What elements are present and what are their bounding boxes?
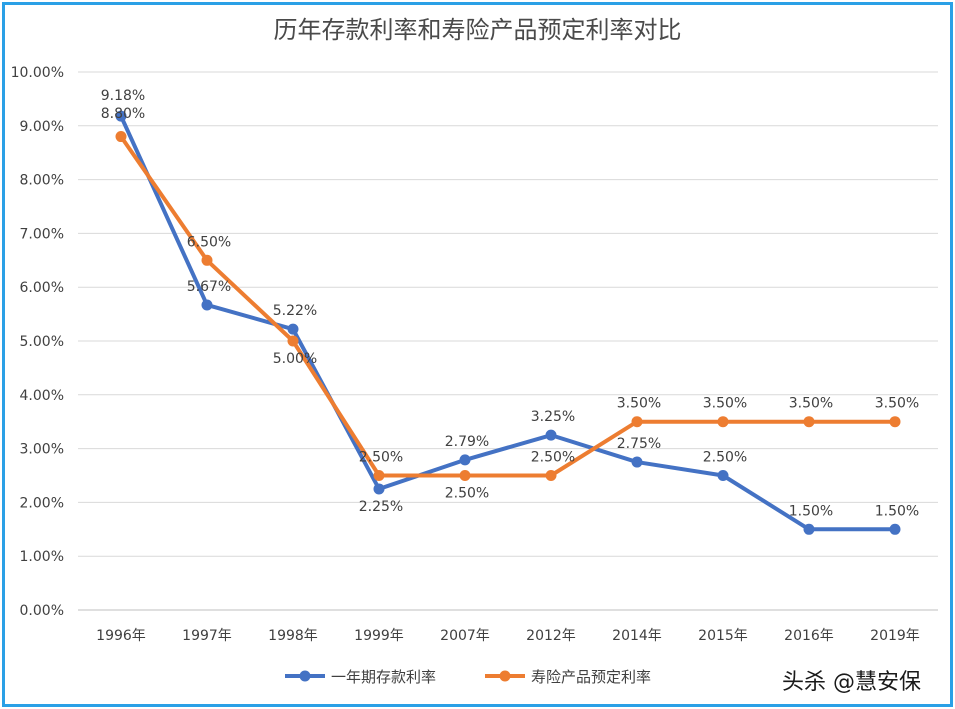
data-point	[373, 470, 385, 481]
x-tick-label: 1997年	[182, 628, 232, 644]
y-axis-ticks: 0.00% 1.00% 2.00% 3.00% 4.00% 5.00% 6.00% 7.00%…	[11, 65, 64, 619]
legend-label: 寿险产品预定利率	[531, 668, 651, 686]
series-line	[119, 114, 897, 532]
data-point	[803, 416, 815, 428]
data-point	[717, 416, 729, 428]
data-point	[373, 483, 385, 495]
x-tick-label: 2016年	[784, 628, 834, 644]
watermark: 头杀 @慧安保	[782, 670, 921, 695]
data-label: 2.25%	[359, 499, 403, 515]
data-point	[631, 456, 643, 468]
data-point	[545, 470, 557, 481]
series-points	[115, 110, 901, 535]
data-point	[459, 454, 471, 466]
series-lines	[119, 114, 897, 532]
data-label: 2.50%	[703, 450, 747, 466]
y-tick-label: 1.00%	[20, 549, 64, 565]
x-tick-label: 1998年	[268, 628, 318, 644]
data-label: 2.50%	[531, 450, 575, 466]
data-point	[717, 470, 729, 481]
y-tick-label: 7.00%	[20, 226, 64, 242]
data-label: 2.50%	[445, 486, 489, 502]
data-label: 1.50%	[789, 503, 833, 519]
data-label: 2.50%	[359, 450, 403, 466]
y-tick-label: 3.00%	[20, 442, 64, 458]
y-tick-label: 9.00%	[20, 119, 64, 135]
x-tick-label: 2012年	[526, 628, 576, 644]
data-label: 1.50%	[875, 503, 919, 519]
data-label: 3.50%	[617, 396, 661, 412]
legend-label: 一年期存款利率	[331, 668, 436, 686]
data-label: 3.50%	[875, 396, 919, 412]
data-point	[287, 323, 299, 335]
data-point	[889, 523, 901, 535]
data-point	[115, 110, 127, 122]
legend-swatch-marker	[499, 670, 511, 682]
y-tick-label: 8.00%	[20, 173, 64, 189]
y-tick-label: 6.00%	[20, 280, 64, 296]
data-label: 5.22%	[273, 303, 317, 319]
data-label: 5.00%	[273, 351, 317, 367]
x-axis-ticks: 1996年 1997年 1998年 1999年 2007年 2012年 2014年 2015年…	[96, 628, 920, 644]
x-tick-label: 2007年	[440, 628, 490, 644]
data-label: 2.79%	[445, 434, 489, 450]
series-line	[119, 134, 897, 478]
data-point	[201, 299, 213, 311]
data-point	[115, 131, 127, 143]
x-tick-label: 2014年	[612, 628, 662, 644]
x-tick-label: 1996年	[96, 628, 146, 644]
x-tick-label: 1999年	[354, 628, 404, 644]
y-tick-label: 0.00%	[20, 603, 64, 619]
data-point	[631, 416, 643, 428]
data-label: 2.75%	[617, 436, 661, 452]
data-point	[287, 335, 299, 347]
data-label: 8.80%	[101, 106, 145, 122]
data-point	[545, 429, 557, 441]
y-tick-label: 4.00%	[20, 388, 64, 404]
data-point	[459, 470, 471, 481]
data-point	[803, 523, 815, 535]
data-label: 9.18%	[101, 88, 145, 104]
data-label: 5.67%	[187, 279, 231, 295]
legend: 一年期存款利率 寿险产品预定利率	[285, 668, 651, 686]
data-label: 6.50%	[187, 234, 231, 250]
chart-title: 历年存款利率和寿险产品预定利率对比	[273, 16, 682, 44]
data-label: 3.25%	[531, 409, 575, 425]
data-labels: 9.18% 8.80% 5.67% 6.50% 5.22% 5.00% 2.25% 2.50%…	[101, 88, 919, 519]
gridlines	[78, 71, 938, 611]
x-tick-label: 2019年	[870, 628, 920, 644]
data-label: 3.50%	[703, 396, 747, 412]
x-tick-label: 2015年	[698, 628, 748, 644]
y-tick-label: 5.00%	[20, 334, 64, 350]
legend-swatch-marker	[299, 670, 311, 682]
y-tick-label: 10.00%	[11, 65, 64, 81]
data-point	[889, 416, 901, 428]
data-point	[201, 254, 213, 266]
y-tick-label: 2.00%	[20, 495, 64, 511]
data-label: 3.50%	[789, 396, 833, 412]
